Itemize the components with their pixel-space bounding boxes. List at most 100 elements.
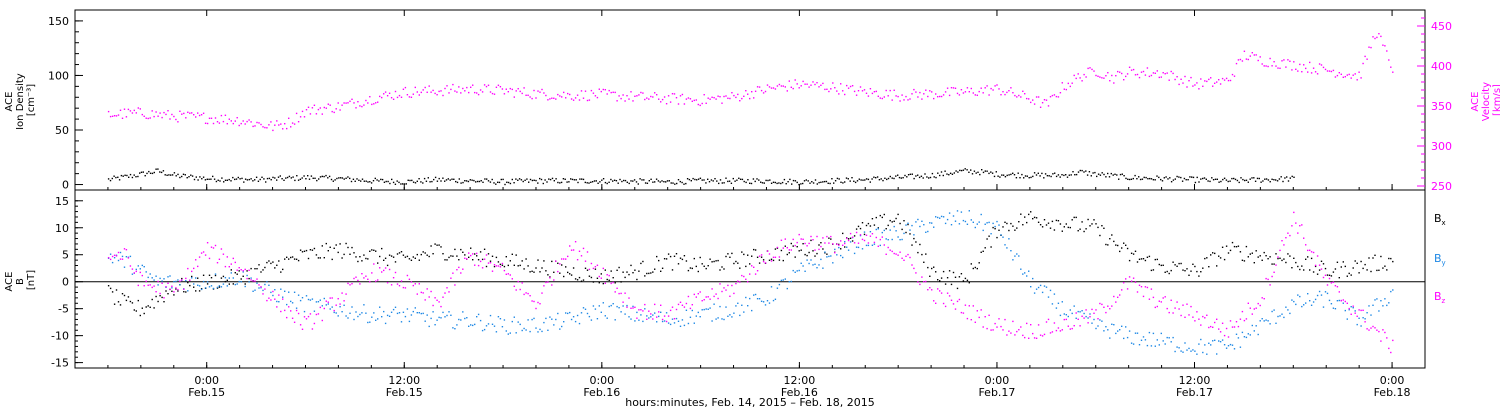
by-point xyxy=(282,296,284,298)
velocity-point xyxy=(590,89,593,92)
by-point xyxy=(1344,309,1346,312)
density-point xyxy=(1192,176,1195,179)
velocity-point xyxy=(276,120,278,122)
density-point xyxy=(228,178,230,181)
bz-point xyxy=(669,309,672,312)
bz-point xyxy=(1312,251,1315,254)
by-point xyxy=(723,318,725,321)
density-point xyxy=(255,176,258,178)
velocity-point xyxy=(288,117,290,119)
bz-point xyxy=(491,270,494,272)
by-point xyxy=(624,313,626,315)
bx-point xyxy=(398,252,401,254)
bx-point xyxy=(1251,252,1253,254)
bx-point xyxy=(578,276,581,279)
velocity-point xyxy=(561,96,563,98)
density-point xyxy=(549,178,552,181)
bz-point xyxy=(788,249,790,251)
by-point xyxy=(824,251,826,253)
velocity-point xyxy=(119,109,122,111)
by-point xyxy=(935,216,937,218)
by-point xyxy=(466,317,468,319)
density-point xyxy=(677,179,680,181)
by-point xyxy=(1200,338,1202,341)
density-point xyxy=(1006,174,1008,177)
velocity-point xyxy=(507,91,509,93)
velocity-point xyxy=(784,86,786,88)
bx-point xyxy=(816,252,818,255)
density-point xyxy=(405,183,407,185)
by-point xyxy=(990,233,992,235)
velocity-point xyxy=(337,102,339,104)
velocity-point xyxy=(523,87,525,89)
bx-point xyxy=(879,214,881,217)
by-point xyxy=(402,311,405,313)
density-point xyxy=(168,174,170,176)
by-point xyxy=(669,323,672,326)
by-point xyxy=(185,280,187,282)
legend-bx: Bx xyxy=(1434,212,1446,227)
bz-point xyxy=(1150,288,1153,290)
density-point xyxy=(449,179,451,181)
bz-point xyxy=(663,315,666,317)
bx-point xyxy=(355,256,357,258)
velocity-point xyxy=(200,114,203,116)
velocity-point xyxy=(851,85,854,87)
density-point xyxy=(164,174,166,176)
bz-point xyxy=(462,268,464,270)
by-point xyxy=(472,324,474,327)
by-point xyxy=(125,256,128,258)
by-point xyxy=(432,311,434,313)
bz-point xyxy=(1291,225,1293,227)
density-point xyxy=(286,176,289,179)
by-point xyxy=(238,280,240,283)
velocity-point xyxy=(1316,73,1319,75)
density-point xyxy=(1222,178,1224,181)
bz-point xyxy=(331,297,333,299)
bz-point xyxy=(117,251,120,254)
by-point xyxy=(1168,337,1170,339)
bz-point xyxy=(970,319,972,321)
density-point xyxy=(953,172,955,174)
density-point xyxy=(392,181,395,184)
bx-point xyxy=(1316,273,1319,275)
bx-point xyxy=(375,250,377,252)
velocity-point xyxy=(1154,72,1156,74)
density-point xyxy=(263,178,265,180)
velocity-point xyxy=(367,102,369,104)
density-point xyxy=(199,176,201,178)
velocity-point xyxy=(572,99,575,101)
bz-point xyxy=(596,264,599,266)
velocity-point xyxy=(1384,45,1386,47)
velocity-point xyxy=(1285,66,1287,68)
by-point xyxy=(729,314,731,316)
bz-point xyxy=(1251,313,1253,315)
bz-point xyxy=(640,309,642,311)
bz-point xyxy=(948,295,951,297)
velocity-point xyxy=(216,121,219,123)
bx-point xyxy=(658,259,660,262)
density-point xyxy=(149,172,152,174)
bx-point xyxy=(357,260,359,263)
bz-point xyxy=(361,273,363,275)
bz-point xyxy=(412,284,414,287)
velocity-point xyxy=(1340,73,1342,75)
density-point xyxy=(471,179,473,181)
density-point xyxy=(887,177,890,180)
bx-point xyxy=(800,249,802,251)
bz-point xyxy=(939,290,941,292)
bz-point xyxy=(406,274,409,277)
bx-point xyxy=(1271,263,1273,265)
velocity-point xyxy=(867,95,870,97)
bz-point xyxy=(1204,317,1206,319)
bz-point xyxy=(161,282,163,284)
bz-point xyxy=(1227,336,1230,338)
bz-point xyxy=(968,305,970,307)
bz-point xyxy=(371,272,373,274)
by-point xyxy=(149,273,151,275)
bz-point xyxy=(299,324,302,326)
velocity-point xyxy=(303,116,306,118)
bz-point xyxy=(434,297,436,299)
velocity-point xyxy=(1239,58,1242,61)
by-point xyxy=(753,294,755,296)
